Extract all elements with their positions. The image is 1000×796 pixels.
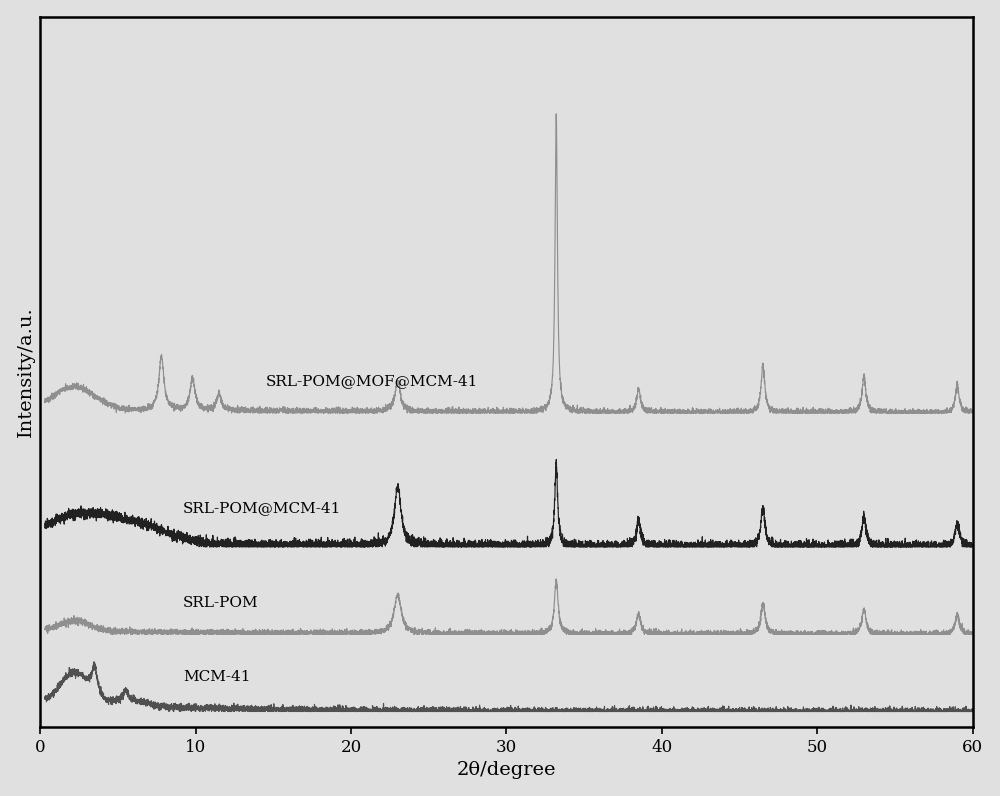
Text: MCM-41: MCM-41	[183, 669, 251, 684]
X-axis label: 2θ/degree: 2θ/degree	[457, 761, 556, 779]
Y-axis label: Intensity/a.u.: Intensity/a.u.	[17, 306, 35, 437]
Text: SRL-POM@MOF@MCM-41: SRL-POM@MOF@MCM-41	[266, 374, 478, 388]
Text: SRL-POM: SRL-POM	[183, 595, 259, 610]
Text: SRL-POM@MCM-41: SRL-POM@MCM-41	[183, 501, 342, 515]
